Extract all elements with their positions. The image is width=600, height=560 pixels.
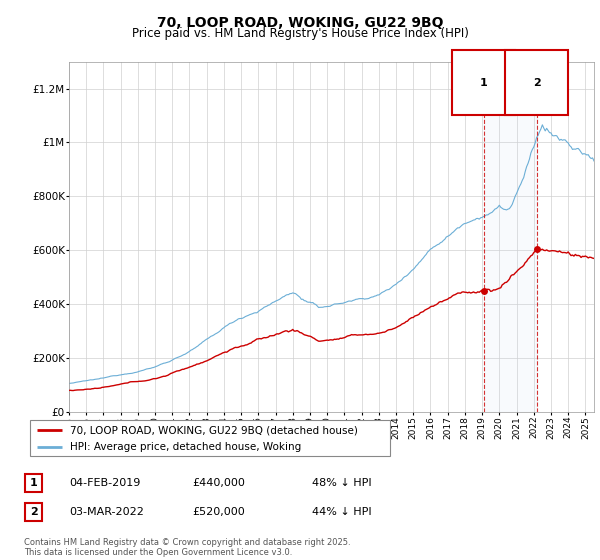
Text: HPI: Average price, detached house, Woking: HPI: Average price, detached house, Woki…	[70, 442, 301, 452]
Text: 44% ↓ HPI: 44% ↓ HPI	[312, 507, 371, 517]
Bar	[484, 62, 536, 412]
Text: 03-MAR-2022: 03-MAR-2022	[69, 507, 144, 517]
FancyBboxPatch shape	[25, 503, 42, 521]
Text: 1: 1	[30, 478, 37, 488]
Text: 48% ↓ HPI: 48% ↓ HPI	[312, 478, 371, 488]
FancyBboxPatch shape	[25, 474, 42, 492]
Text: £440,000: £440,000	[192, 478, 245, 488]
Text: 1: 1	[479, 78, 487, 87]
Text: 2: 2	[533, 78, 541, 87]
Text: 04-FEB-2019: 04-FEB-2019	[69, 478, 140, 488]
Text: £520,000: £520,000	[192, 507, 245, 517]
Text: 70, LOOP ROAD, WOKING, GU22 9BQ (detached house): 70, LOOP ROAD, WOKING, GU22 9BQ (detache…	[70, 425, 358, 435]
FancyBboxPatch shape	[30, 420, 390, 456]
Text: Price paid vs. HM Land Registry's House Price Index (HPI): Price paid vs. HM Land Registry's House …	[131, 27, 469, 40]
Text: 70, LOOP ROAD, WOKING, GU22 9BQ: 70, LOOP ROAD, WOKING, GU22 9BQ	[157, 16, 443, 30]
Text: Contains HM Land Registry data © Crown copyright and database right 2025.
This d: Contains HM Land Registry data © Crown c…	[24, 538, 350, 557]
Text: 2: 2	[30, 507, 37, 517]
